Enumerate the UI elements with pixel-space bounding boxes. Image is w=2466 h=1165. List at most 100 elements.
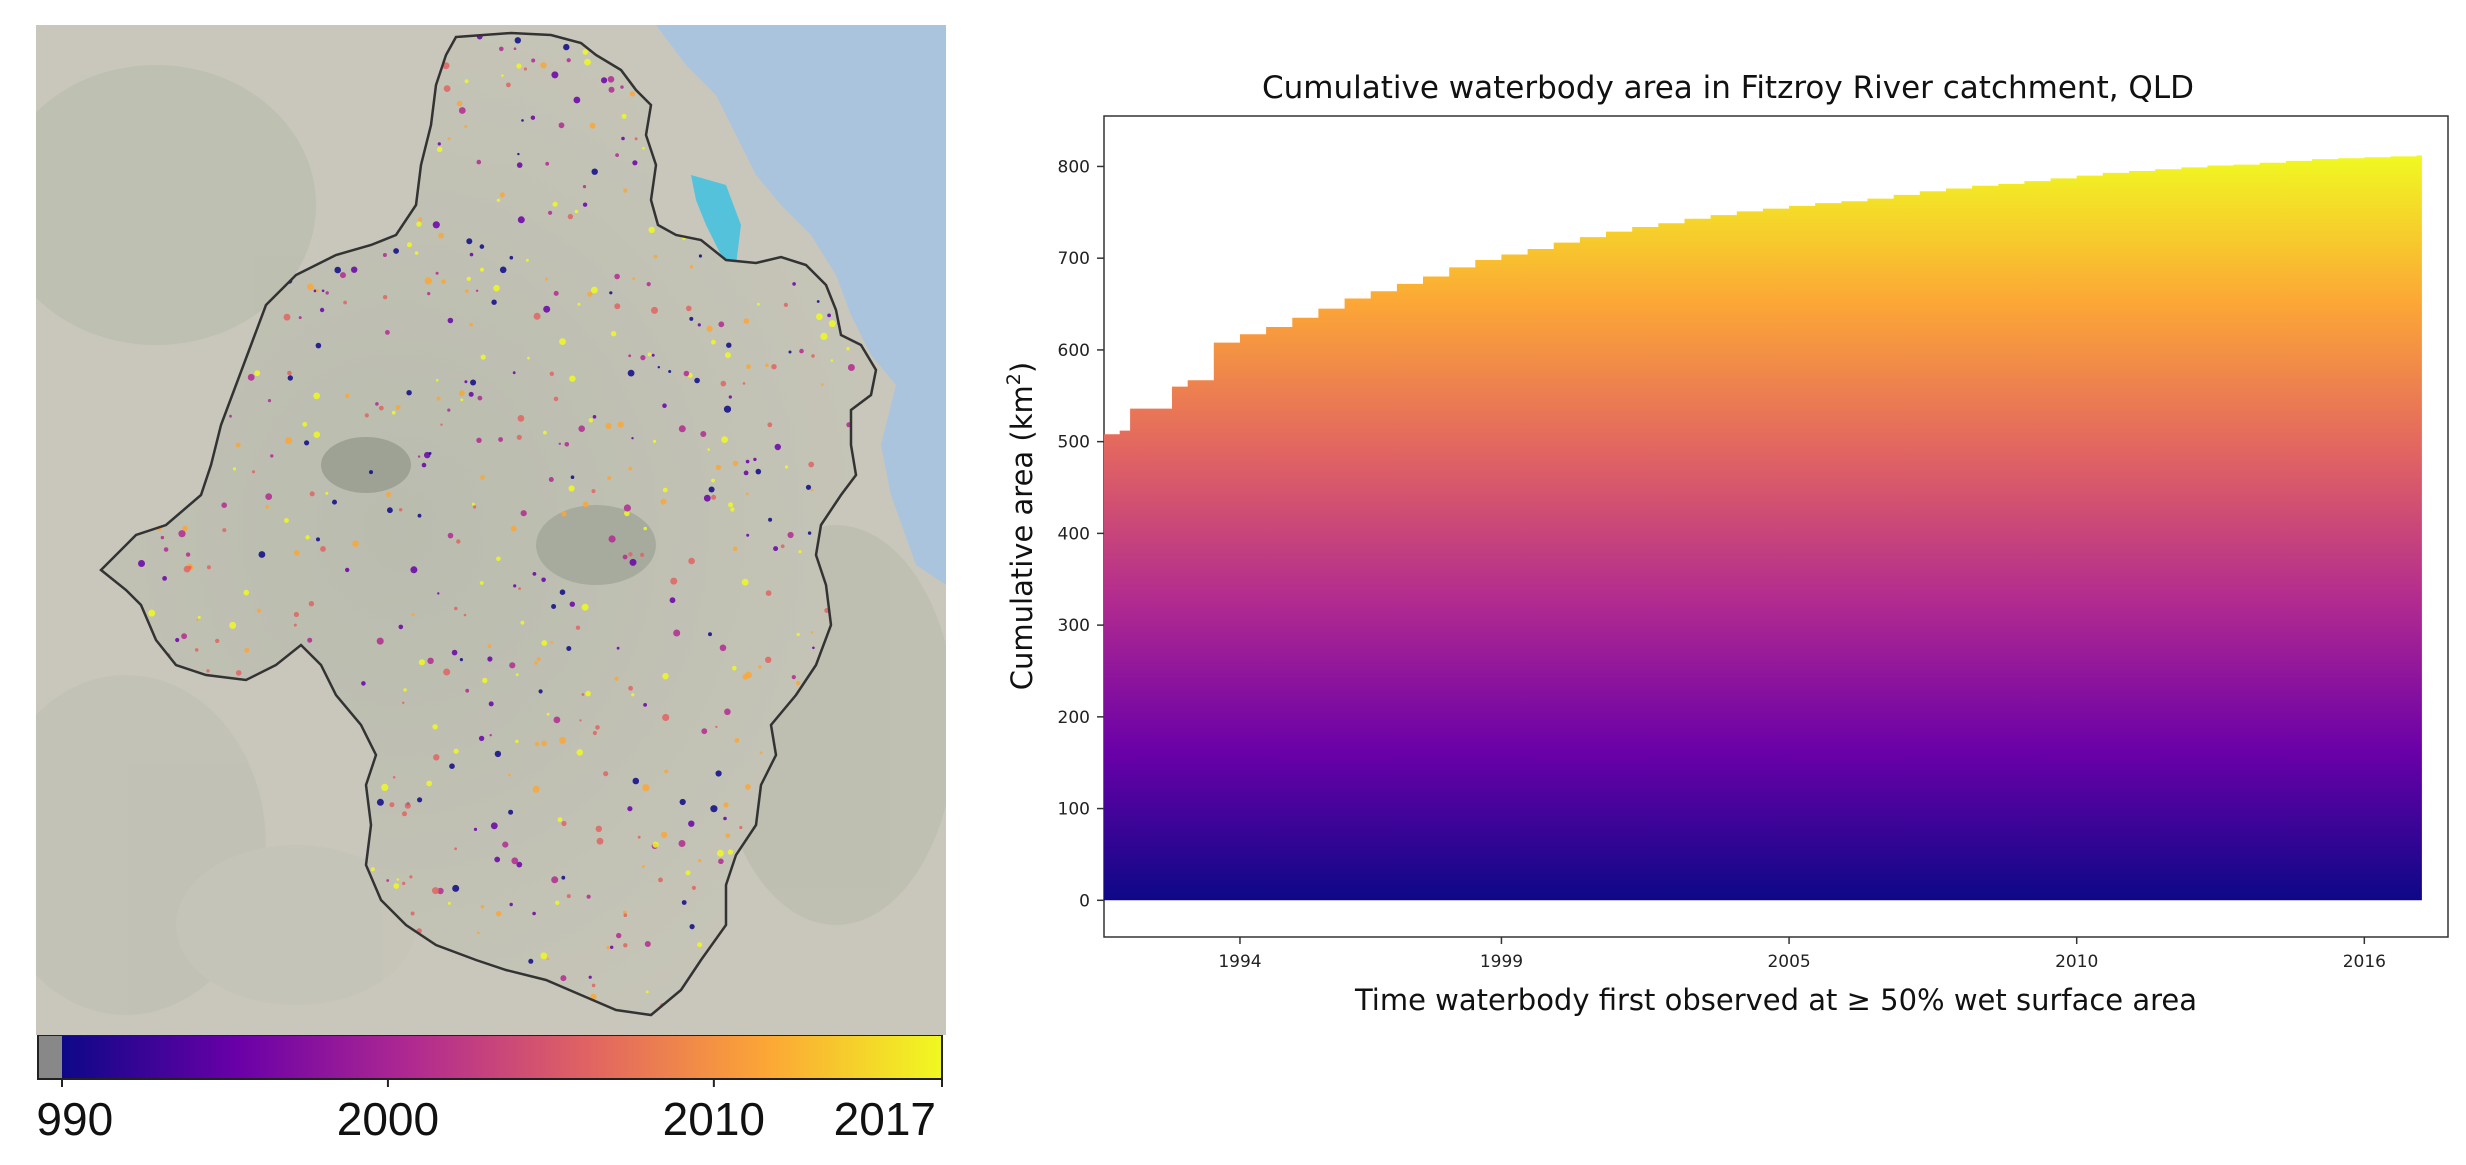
- waterbody-dot: [653, 254, 658, 259]
- waterbody-dot: [730, 507, 735, 512]
- waterbody-dot: [402, 701, 405, 704]
- waterbody-dot: [244, 647, 250, 653]
- waterbody-dot: [631, 693, 635, 697]
- waterbody-dot: [181, 633, 188, 640]
- waterbody-dot: [512, 371, 516, 375]
- waterbody-dot: [573, 96, 581, 104]
- waterbody-dot: [701, 728, 708, 735]
- waterbody-dot: [545, 161, 550, 166]
- waterbody-dot: [424, 277, 432, 285]
- waterbody-dot: [293, 623, 297, 627]
- waterbody-dot: [265, 505, 269, 509]
- waterbody-dot: [697, 323, 701, 327]
- waterbody-dot: [403, 688, 407, 692]
- waterbody-dot: [538, 689, 543, 694]
- waterbody-dot: [287, 375, 293, 381]
- waterbody-dot: [566, 894, 571, 899]
- waterbody-dot: [469, 322, 473, 327]
- waterbody-dot: [438, 232, 444, 239]
- waterbody-dot: [222, 528, 227, 533]
- waterbody-dot: [386, 491, 392, 498]
- waterbody-dot: [418, 217, 423, 222]
- waterbody-dot: [480, 475, 485, 480]
- waterbody-dot: [627, 369, 635, 377]
- waterbody-dot: [637, 835, 641, 839]
- waterbody-dot: [743, 470, 749, 476]
- waterbody-dot: [669, 597, 676, 604]
- waterbody-dot: [502, 841, 509, 848]
- waterbody-dot: [162, 576, 167, 581]
- waterbody-dot: [488, 701, 494, 707]
- waterbody-dot: [215, 638, 220, 644]
- waterbody-dot: [138, 560, 145, 567]
- waterbody-dot: [469, 252, 474, 257]
- waterbody-dot: [270, 454, 274, 458]
- waterbody-dot: [629, 91, 636, 97]
- waterbody-dot: [417, 455, 421, 458]
- waterbody-dot: [632, 277, 636, 280]
- colorbar-ticks: 1990 2000 2010 2017: [36, 1079, 943, 1145]
- waterbody-dot: [321, 289, 325, 293]
- waterbody-dot: [807, 531, 812, 535]
- waterbody-dot: [723, 816, 727, 821]
- waterbody-dot: [670, 577, 678, 585]
- waterbody-dot: [437, 142, 441, 146]
- waterbody-dot: [453, 748, 459, 754]
- waterbody-dot: [688, 820, 695, 827]
- waterbody-dot: [646, 282, 651, 287]
- waterbody-dot: [787, 531, 794, 539]
- waterbody-dot: [746, 492, 749, 496]
- waterbody-dot: [697, 942, 703, 948]
- waterbody-dot: [381, 783, 389, 792]
- waterbody-dot: [711, 339, 716, 345]
- waterbody-dot: [247, 373, 255, 381]
- waterbody-dot: [651, 306, 658, 314]
- colorbar-gradient: [62, 1035, 942, 1079]
- waterbody-dot: [706, 325, 713, 332]
- waterbody-dot: [284, 518, 289, 523]
- waterbody-dot: [148, 609, 156, 617]
- chart-panel: Cumulative waterbody area in Fitzroy Riv…: [990, 60, 2460, 1040]
- waterbody-dot: [623, 504, 632, 512]
- waterbody-dot: [708, 632, 712, 637]
- waterbody-dot: [614, 273, 620, 280]
- waterbody-dot: [304, 440, 310, 446]
- waterbody-dot: [345, 567, 350, 573]
- y-axis-title-end: ): [1005, 362, 1039, 373]
- waterbody-dot: [732, 665, 737, 671]
- waterbody-dot: [608, 86, 615, 93]
- waterbody-dot: [464, 79, 469, 84]
- y-tick-label: 200: [1058, 708, 1090, 728]
- waterbody-dot: [418, 659, 425, 666]
- waterbody-dot: [476, 159, 482, 165]
- waterbody-dot: [527, 356, 530, 360]
- waterbody-dot: [313, 392, 321, 400]
- waterbody-dot: [543, 430, 547, 435]
- waterbody-dot: [393, 883, 400, 889]
- waterbody-dot: [581, 693, 585, 696]
- waterbody-dot: [664, 769, 669, 774]
- waterbody-dot: [585, 690, 591, 697]
- waterbody-dot: [458, 107, 466, 114]
- waterbody-dot: [624, 510, 630, 517]
- waterbody-dot: [608, 535, 616, 543]
- waterbody-dot: [739, 825, 743, 830]
- waterbody-dot: [307, 283, 314, 291]
- waterbody-dot: [732, 546, 738, 552]
- waterbody-dot: [765, 363, 769, 368]
- waterbody-dot: [449, 763, 455, 769]
- waterbody-dot: [623, 943, 628, 948]
- waterbody-dot: [528, 958, 534, 964]
- waterbody-dot: [657, 366, 660, 369]
- waterbody-dot: [435, 378, 439, 382]
- waterbody-dot: [651, 353, 655, 357]
- waterbody-dot: [480, 354, 486, 360]
- waterbody-dot: [436, 146, 443, 153]
- waterbody-dot: [344, 393, 350, 399]
- waterbody-dot: [232, 467, 237, 471]
- waterbody-dot: [591, 286, 598, 294]
- waterbody-dot: [386, 879, 390, 882]
- waterbody-dot: [447, 901, 451, 905]
- waterbody-dot: [553, 290, 559, 296]
- waterbody-dot: [622, 554, 628, 560]
